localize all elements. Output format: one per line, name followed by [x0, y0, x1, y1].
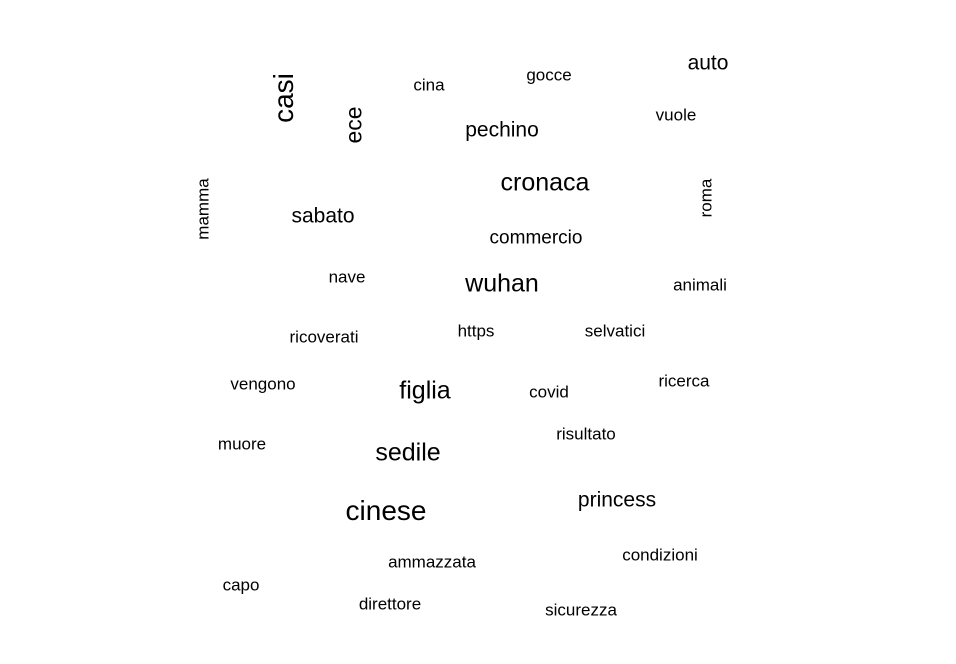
word-gocce: gocce: [526, 65, 572, 85]
word-muore: muore: [217, 434, 267, 454]
word-auto: auto: [687, 51, 729, 75]
word-cronaca: cronaca: [500, 168, 590, 197]
word-risultato: risultato: [556, 424, 616, 444]
word-ece: ece: [340, 106, 367, 144]
word-figlia: figlia: [399, 376, 451, 405]
word-cina: cina: [413, 75, 445, 95]
word-capo: capo: [222, 575, 260, 595]
word-nave: nave: [328, 267, 366, 287]
word-mamma: mamma: [193, 178, 213, 240]
word-sabato: sabato: [291, 204, 355, 228]
word-sicurezza: sicurezza: [545, 600, 617, 620]
word-roma: roma: [696, 178, 716, 218]
word-covid: covid: [529, 382, 569, 402]
word-vengono: vengono: [230, 374, 296, 394]
word-animali: animali: [673, 275, 727, 295]
word-direttore: direttore: [358, 594, 422, 614]
word-condizioni: condizioni: [622, 545, 698, 565]
word-princess: princess: [577, 488, 657, 512]
word-cinese: cinese: [345, 495, 427, 526]
word-wuhan: wuhan: [465, 269, 539, 298]
word-https: https: [457, 321, 495, 341]
word-ricoverati: ricoverati: [289, 327, 359, 347]
word-sedile: sedile: [375, 438, 441, 467]
word-ammazzata: ammazzata: [388, 552, 476, 572]
word-ricerca: ricerca: [658, 371, 710, 391]
word-vuole: vuole: [655, 105, 697, 125]
word-selvatici: selvatici: [584, 321, 646, 341]
word-commercio: commercio: [489, 227, 583, 249]
word-casi: casi: [268, 73, 299, 123]
word-pechino: pechino: [465, 118, 539, 142]
